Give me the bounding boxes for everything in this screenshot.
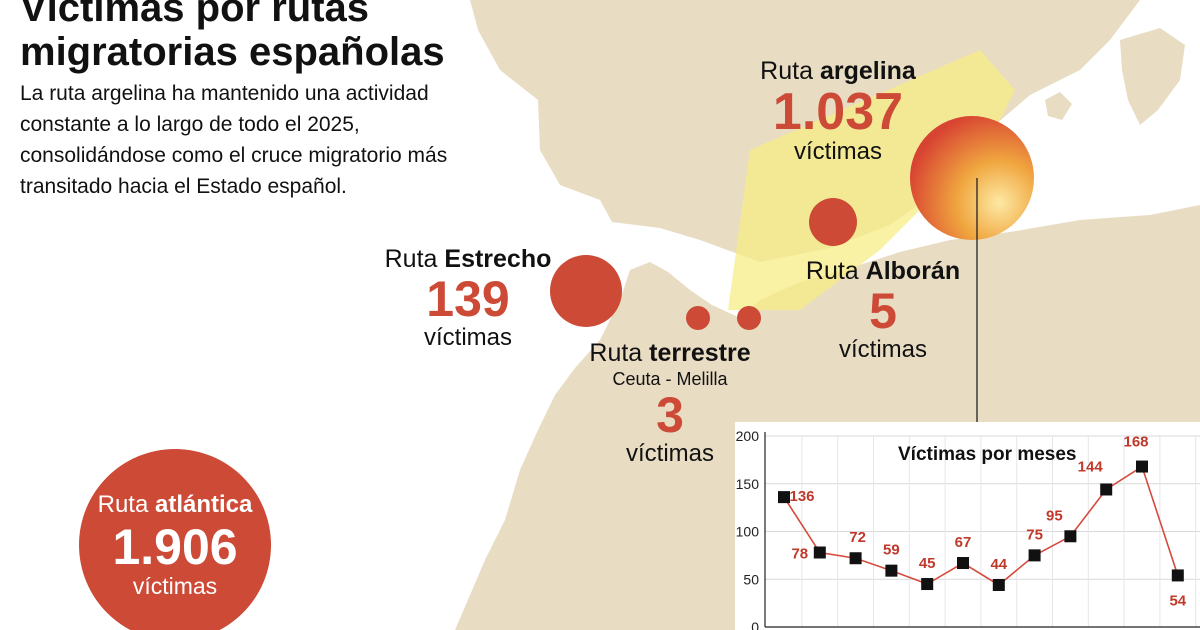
data-point-marker [1028, 549, 1041, 562]
route-argelina-name: Ruta argelina [760, 57, 916, 85]
data-label: 44 [990, 556, 1007, 573]
land-mallorca [1120, 28, 1185, 125]
data-label: 67 [955, 534, 972, 551]
route-terrestre-name: Ruta terrestre [589, 339, 751, 367]
route-estrecho-value: 139 [426, 271, 510, 327]
data-point-marker [849, 552, 862, 565]
route-alboran-name: Ruta Alborán [805, 257, 961, 285]
data-point-marker [813, 546, 826, 559]
route-alboran-value: 5 [869, 283, 897, 339]
data-label: 144 [1078, 458, 1104, 475]
y-tick-label: 150 [736, 476, 760, 492]
route-alboran: Ruta Alborán 5 víctimas [793, 256, 973, 364]
route-atlantica-unit: víctimas [132, 573, 218, 599]
route-estrecho: Ruta Estrecho 139 víctimas [378, 244, 558, 352]
data-point-marker [992, 578, 1005, 591]
data-point-marker [1136, 460, 1148, 473]
atlantica-circle [79, 449, 271, 630]
data-label: 45 [919, 555, 936, 572]
chart-panel [735, 422, 1200, 630]
data-label: 54 [1169, 592, 1186, 609]
route-argelina-value: 1.037 [772, 83, 904, 141]
chart-title: Víctimas por meses [898, 444, 1077, 465]
data-point-marker [957, 557, 969, 570]
data-label: 75 [1026, 526, 1043, 543]
route-terrestre: Ruta terrestre Ceuta - Melilla 3 víctima… [575, 338, 765, 468]
data-label: 95 [1046, 507, 1063, 524]
data-label: 168 [1123, 434, 1148, 451]
data-point-marker [1064, 530, 1077, 543]
y-tick-label: 200 [736, 428, 760, 444]
route-atlantica: Ruta atlántica 1.906 víctimas [80, 490, 270, 600]
data-point-marker [1100, 483, 1113, 496]
melilla-circle [737, 306, 761, 330]
page-subtitle: La ruta argelina ha mantenido una activi… [20, 82, 448, 198]
route-terrestre-detail: Ceuta - Melilla [612, 369, 728, 389]
ceuta-circle [686, 306, 710, 330]
route-alboran-unit: víctimas [838, 336, 927, 363]
data-label: 72 [849, 529, 866, 546]
route-estrecho-name: Ruta Estrecho [384, 245, 552, 273]
y-tick-label: 0 [751, 619, 759, 630]
route-argelina: Ruta argelina 1.037 víctimas [748, 56, 928, 166]
route-estrecho-unit: víctimas [423, 324, 512, 351]
data-label: 78 [791, 546, 808, 563]
algerian-route-highlight [728, 50, 1015, 310]
data-label: 59 [883, 542, 900, 559]
y-tick-label: 100 [736, 524, 760, 540]
land-ibiza [1045, 92, 1072, 120]
y-tick-label: 50 [743, 571, 759, 587]
data-label: 136 [789, 488, 814, 505]
data-point-marker [778, 491, 790, 504]
route-terrestre-value: 3 [656, 387, 684, 443]
route-terrestre-unit: víctimas [625, 440, 714, 467]
estrecho-circle [550, 255, 622, 327]
route-atlantica-name: Ruta atlántica [97, 491, 253, 518]
argelina-circle [910, 116, 1034, 240]
page-title: Víctimas por rutas migratorias españolas [20, 0, 445, 74]
alboran-circle [809, 198, 857, 246]
data-point-marker [921, 578, 934, 591]
data-point-marker [885, 564, 898, 577]
route-atlantica-value: 1.906 [112, 519, 238, 575]
data-point-marker [1171, 569, 1184, 582]
route-argelina-unit: víctimas [793, 138, 882, 165]
